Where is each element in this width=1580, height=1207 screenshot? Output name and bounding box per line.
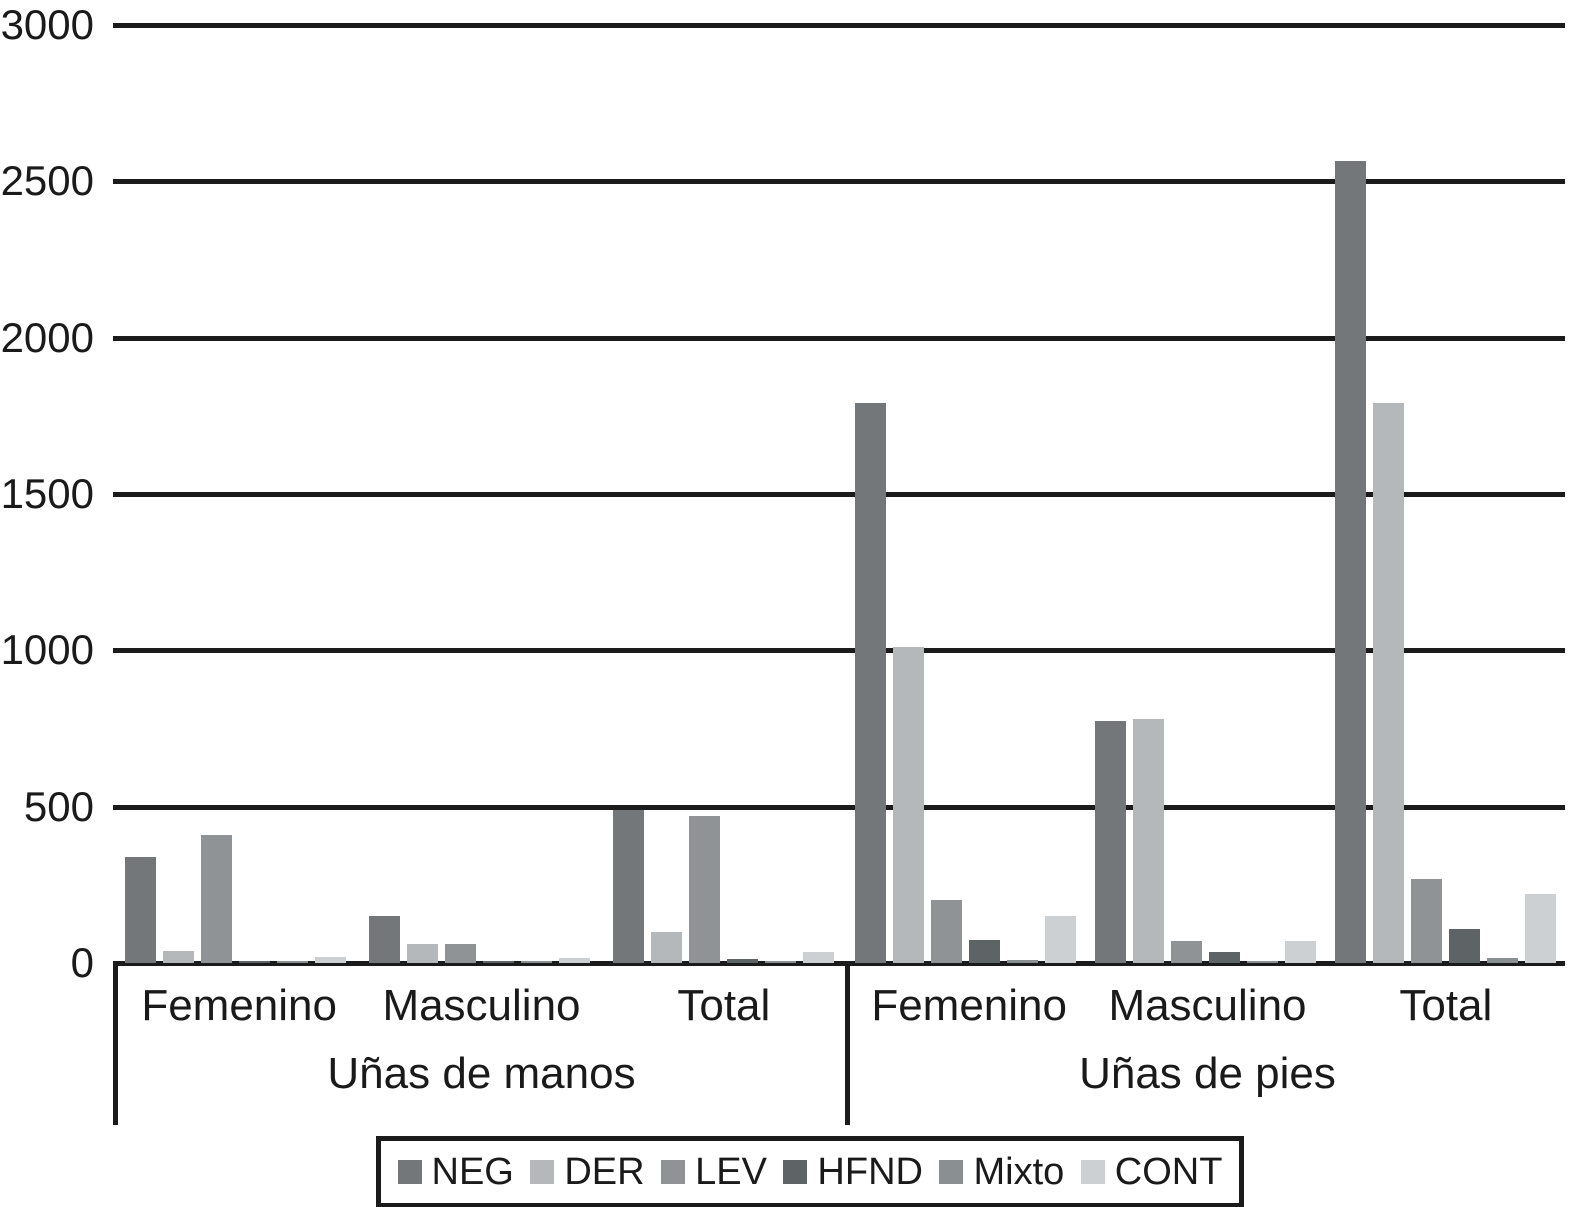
subgroup-masculino-manos bbox=[357, 25, 601, 963]
y-tick-label-3000: 3000 bbox=[0, 1, 94, 48]
legend-label: DER bbox=[564, 1150, 645, 1193]
legend-swatch-cont bbox=[1080, 1160, 1105, 1184]
bar-der-femenino-pies bbox=[892, 647, 924, 963]
category-cell-pies: Femenino Masculino Total Uñas de pies bbox=[845, 963, 1565, 1125]
y-tick-label-0: 0 bbox=[70, 939, 94, 986]
bar-mixto-total-pies bbox=[1486, 958, 1518, 963]
bar-lev-total-pies bbox=[1410, 878, 1442, 963]
bar-der-masculino-pies bbox=[1132, 719, 1164, 963]
legend-swatch-mixto bbox=[939, 1160, 964, 1184]
bar-der-total-manos bbox=[650, 931, 682, 963]
legend-item-lev: LEV bbox=[661, 1151, 767, 1194]
bar-hfnd-femenino-manos bbox=[238, 960, 270, 963]
y-tick-label-1500: 1500 bbox=[0, 470, 94, 517]
gridline-2000 bbox=[113, 335, 1565, 341]
legend-swatch-neg bbox=[397, 1160, 422, 1184]
bar-cont-total-manos bbox=[802, 952, 834, 963]
group-label: Uñas de manos bbox=[327, 1049, 636, 1098]
legend-label: NEG bbox=[431, 1150, 514, 1193]
bar-hfnd-masculino-manos bbox=[482, 961, 514, 963]
bar-lev-masculino-pies bbox=[1170, 941, 1202, 963]
bar-mixto-femenino-manos bbox=[276, 961, 308, 963]
bar-mixto-masculino-pies bbox=[1246, 961, 1278, 963]
legend-swatch-hfnd bbox=[783, 1160, 808, 1184]
bar-mixto-masculino-manos bbox=[520, 961, 552, 963]
gridline-2500 bbox=[113, 179, 1565, 185]
bar-lev-total-manos bbox=[688, 816, 720, 963]
subcategory-label: Femenino bbox=[141, 981, 337, 1030]
legend-item-mixto: Mixto bbox=[939, 1151, 1064, 1194]
legend-swatch-der bbox=[530, 1160, 555, 1184]
bar-cont-total-pies bbox=[1524, 894, 1556, 963]
bar-hfnd-total-pies bbox=[1448, 928, 1480, 963]
bar-group-manos bbox=[113, 25, 845, 963]
subgroup-masculino-pies bbox=[1085, 25, 1325, 963]
legend-label: LEV bbox=[695, 1150, 767, 1193]
bar-hfnd-masculino-pies bbox=[1208, 952, 1240, 963]
subcategory-labels-row: Femenino Masculino Total bbox=[118, 963, 845, 1049]
category-cell-manos: Femenino Masculino Total Uñas de manos bbox=[113, 963, 845, 1125]
gridline-500 bbox=[113, 804, 1565, 810]
bar-cont-femenino-manos bbox=[314, 956, 346, 963]
subcategory-label: Femenino bbox=[871, 981, 1067, 1030]
gridline-1000 bbox=[113, 648, 1565, 654]
bar-cont-masculino-manos bbox=[558, 958, 590, 963]
category-axis: Femenino Masculino Total Uñas de manos Femen… bbox=[113, 963, 1565, 1125]
subgroup-total-manos bbox=[601, 25, 845, 963]
legend-label: Mixto bbox=[973, 1150, 1065, 1193]
gridline-0 bbox=[113, 961, 1565, 966]
bar-der-total-pies bbox=[1372, 403, 1404, 963]
subgroup-femenino-pies bbox=[845, 25, 1085, 963]
bar-hfnd-total-manos bbox=[726, 958, 758, 963]
bar-der-masculino-manos bbox=[406, 944, 438, 963]
bar-neg-femenino-pies bbox=[854, 403, 886, 963]
bar-neg-total-manos bbox=[612, 809, 644, 963]
bar-cont-masculino-pies bbox=[1284, 941, 1316, 963]
legend-item-cont: CONT bbox=[1080, 1150, 1223, 1194]
subgroup-total-pies bbox=[1325, 25, 1565, 963]
bar-group-pies bbox=[845, 25, 1565, 963]
legend-label: CONT bbox=[1114, 1150, 1223, 1193]
subcategory-label: Masculino bbox=[1108, 981, 1307, 1030]
legend-item-neg: NEG bbox=[397, 1150, 514, 1194]
subcategory-label: Masculino bbox=[382, 981, 581, 1030]
bar-mixto-total-manos bbox=[764, 961, 796, 963]
bar-neg-femenino-manos bbox=[124, 856, 156, 963]
gridline-3000 bbox=[113, 23, 1565, 28]
subgroup-femenino-manos bbox=[113, 25, 357, 963]
subcategory-label: Total bbox=[1399, 981, 1493, 1030]
legend-swatch-lev bbox=[661, 1160, 686, 1184]
gridline-1500 bbox=[113, 492, 1565, 497]
bar-der-femenino-manos bbox=[162, 950, 194, 963]
y-tick-label-2500: 2500 bbox=[0, 157, 94, 205]
legend-item-hfnd: HFND bbox=[783, 1151, 923, 1194]
subcategory-labels-row: Femenino Masculino Total bbox=[850, 963, 1565, 1049]
group-label: Uñas de pies bbox=[1079, 1049, 1336, 1098]
bar-cont-femenino-pies bbox=[1044, 916, 1076, 963]
plot-area bbox=[113, 25, 1565, 963]
bar-mixto-femenino-pies bbox=[1006, 959, 1038, 963]
legend: NEG DER LEV HFND Mixto CONT bbox=[376, 1136, 1244, 1207]
legend-label: HFND bbox=[817, 1150, 923, 1193]
bar-neg-total-pies bbox=[1334, 161, 1366, 963]
bar-neg-masculino-manos bbox=[368, 916, 400, 963]
bar-lev-femenino-pies bbox=[930, 900, 962, 963]
bar-neg-masculino-pies bbox=[1094, 720, 1126, 963]
bar-lev-femenino-manos bbox=[200, 834, 232, 963]
subcategory-label: Total bbox=[677, 981, 771, 1030]
bar-lev-masculino-manos bbox=[444, 944, 476, 963]
y-tick-label-2000: 2000 bbox=[0, 313, 94, 361]
y-tick-label-500: 500 bbox=[23, 782, 94, 830]
legend-item-der: DER bbox=[530, 1150, 645, 1194]
y-tick-label-1000: 1000 bbox=[0, 626, 94, 674]
bar-hfnd-femenino-pies bbox=[968, 939, 1000, 963]
